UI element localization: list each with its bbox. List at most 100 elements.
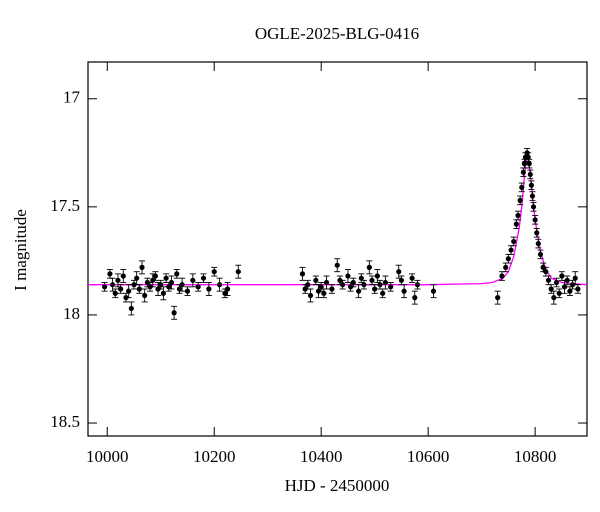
data-point bbox=[305, 282, 311, 288]
data-point bbox=[323, 279, 330, 286]
data-point bbox=[120, 273, 126, 279]
data-point bbox=[321, 290, 327, 296]
data-point bbox=[184, 288, 191, 294]
data-point bbox=[200, 275, 207, 281]
data-point bbox=[534, 230, 540, 236]
data-point bbox=[115, 277, 121, 283]
data-point bbox=[222, 290, 228, 296]
data-point bbox=[339, 282, 346, 288]
data-point bbox=[334, 262, 340, 268]
data-point bbox=[503, 264, 509, 270]
data-point bbox=[369, 277, 375, 283]
data-point bbox=[190, 277, 196, 283]
y-tick-label: 17 bbox=[63, 88, 81, 107]
data-point bbox=[118, 286, 124, 292]
data-point bbox=[537, 251, 544, 258]
data-point bbox=[366, 264, 372, 270]
data-point bbox=[110, 282, 116, 288]
data-point bbox=[398, 277, 405, 283]
data-point bbox=[206, 286, 212, 292]
data-point bbox=[575, 286, 581, 292]
data-point bbox=[174, 271, 180, 277]
data-point bbox=[142, 292, 148, 299]
data-point bbox=[517, 197, 523, 203]
data-point bbox=[224, 286, 231, 292]
y-tick-label: 18.5 bbox=[50, 412, 80, 431]
data-point bbox=[235, 269, 241, 275]
data-point bbox=[519, 184, 525, 190]
data-point bbox=[380, 290, 386, 296]
data-point bbox=[499, 273, 505, 279]
x-tick-label: 10400 bbox=[300, 447, 343, 466]
data-point bbox=[356, 288, 362, 294]
data-point bbox=[211, 269, 217, 275]
data-point bbox=[548, 286, 554, 292]
data-point bbox=[358, 275, 364, 281]
data-point bbox=[345, 273, 351, 279]
data-point bbox=[382, 279, 388, 286]
data-point bbox=[515, 212, 521, 219]
data-point bbox=[528, 182, 534, 188]
data-point bbox=[521, 161, 528, 167]
data-point bbox=[152, 273, 158, 279]
y-tick-label: 18 bbox=[63, 304, 80, 323]
data-point bbox=[505, 256, 511, 262]
data-point bbox=[553, 279, 560, 286]
data-point bbox=[388, 284, 394, 290]
data-point bbox=[361, 282, 367, 288]
data-point bbox=[511, 238, 517, 245]
y-tick-label: 17.5 bbox=[50, 196, 80, 215]
data-point bbox=[176, 286, 183, 292]
data-point bbox=[545, 277, 552, 283]
data-point bbox=[313, 277, 319, 283]
data-point bbox=[529, 193, 536, 199]
data-point bbox=[350, 279, 356, 286]
data-point bbox=[158, 282, 164, 288]
data-point bbox=[299, 271, 306, 277]
data-point bbox=[561, 284, 568, 290]
data-point bbox=[409, 275, 415, 281]
data-point bbox=[318, 284, 324, 290]
data-point bbox=[195, 284, 201, 290]
x-tick-label: 10600 bbox=[407, 447, 450, 466]
data-point bbox=[134, 275, 140, 281]
data-point bbox=[372, 286, 378, 292]
data-point bbox=[430, 288, 437, 294]
data-point bbox=[559, 273, 565, 279]
data-point bbox=[374, 273, 380, 279]
x-axis-label: HJD - 2450000 bbox=[285, 476, 390, 495]
x-tick-label: 10000 bbox=[86, 447, 129, 466]
data-point bbox=[139, 264, 145, 270]
data-point bbox=[166, 284, 172, 290]
data-point bbox=[495, 295, 501, 301]
data-point bbox=[163, 275, 169, 281]
data-point bbox=[567, 288, 573, 294]
data-point bbox=[168, 279, 175, 286]
data-point bbox=[530, 204, 537, 210]
data-point bbox=[160, 290, 167, 296]
data-point bbox=[107, 271, 113, 277]
data-point bbox=[179, 282, 185, 288]
data-point bbox=[520, 169, 526, 175]
data-point bbox=[572, 275, 578, 281]
data-point bbox=[112, 290, 118, 296]
data-point bbox=[556, 290, 562, 296]
data-point bbox=[136, 286, 142, 292]
data-point bbox=[526, 161, 532, 167]
data-point bbox=[329, 286, 335, 292]
plot-frame bbox=[87, 61, 588, 437]
chart-title: OGLE-2025-BLG-0416 bbox=[255, 24, 419, 43]
data-point bbox=[101, 284, 108, 290]
data-point bbox=[377, 282, 383, 288]
data-point bbox=[543, 269, 549, 275]
data-point bbox=[525, 154, 531, 160]
data-point bbox=[401, 288, 407, 294]
data-point bbox=[551, 295, 557, 301]
data-point bbox=[126, 288, 132, 294]
data-point bbox=[414, 282, 421, 288]
data-point bbox=[532, 217, 538, 223]
data-point bbox=[513, 221, 520, 227]
data-point bbox=[535, 240, 541, 247]
data-point bbox=[216, 282, 223, 288]
